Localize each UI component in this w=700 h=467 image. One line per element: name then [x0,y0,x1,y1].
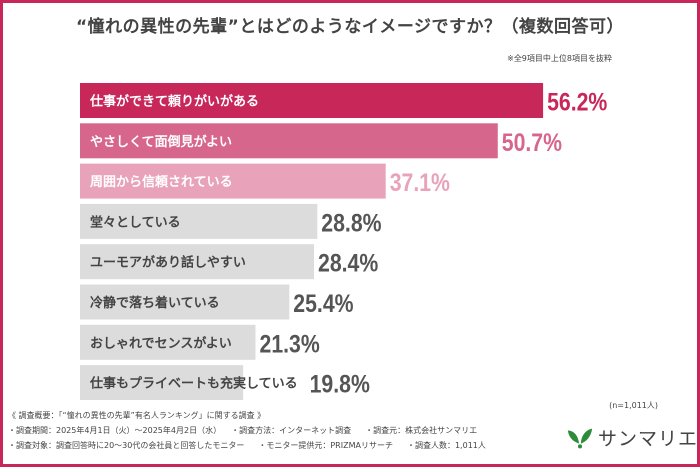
sample-size: (n=1,011人) [609,401,658,410]
bar-category-label: やさしくて面倒見がよい [90,134,232,150]
bar [80,284,290,320]
chart-note: ※全9項目中上位8項目を抜粋 [507,54,612,63]
bar-category-label: おしゃれでセンスがよい [90,335,232,351]
bar [80,163,386,199]
bar-category-label: 仕事もプライベートも充実している [89,376,298,392]
bar-category-label: 周囲から信頼されている [90,174,233,190]
bar-value-label: 56.2% [547,88,607,116]
footer-count: ・調査人数：1,011人 [406,441,486,450]
footer-overview: 《 調査概要：「“憧れの異性の先輩”有名人ランキング」に関する調査 》 [8,411,266,420]
company-logo: サンマリエ [566,424,698,451]
footer-organizer: ・調査元：株式会社サンマリエ [365,426,478,435]
bar [80,365,244,400]
bar-value-label: 28.4% [318,249,378,277]
bar-value-label: 28.8% [321,209,381,237]
logo-text: サンマリエ [598,428,699,450]
footer-method: ・調査方法：インターネット調査 [231,426,352,435]
footer-target: ・調査対象：調査回答時に20～30代の会社員と回答したモニター [8,441,245,450]
footer-line-2: ・調査期間：2025年4月1日（火）～2025年4月2日（水） ・調査方法：インタ… [8,425,491,436]
bar-category-label: 仕事ができて頼りがいがある [89,94,259,110]
bar [80,83,544,118]
footer-provider: ・モニター提供元：PRIZMAリサーチ [258,441,393,450]
bar-category-label: ユーモアがあり話しやすい [90,255,246,271]
bar-chart: 仕事ができて頼りがいがある 56.2% やさしくて面倒見がよい 50.7% 周囲から信頼… [80,83,607,400]
bar-value-label: 25.4% [293,289,353,317]
chart-title: “憧れの異性の先輩”とはどのようなイメージですか？（複数回答可） [75,17,624,37]
bar-category-label: 堂々としている [90,214,181,230]
bar [80,324,256,360]
bar-category-label: 冷静で落ち着いている [90,295,220,311]
footer-line-3: ・調査対象：調査回答時に20～30代の会社員と回答したモニター ・モニター提供元：… [8,440,500,451]
leaf-logo-icon [567,428,593,448]
bar-value-label: 50.7% [502,128,562,156]
bar-value-label: 21.3% [260,330,320,358]
bar [80,123,498,159]
bar-value-label: 37.1% [390,168,450,196]
footer-period: ・調査期間：2025年4月1日（火）～2025年4月2日（水） [8,426,218,435]
bar [80,244,315,280]
bar-value-label: 19.8% [310,370,370,398]
bar [80,203,318,239]
